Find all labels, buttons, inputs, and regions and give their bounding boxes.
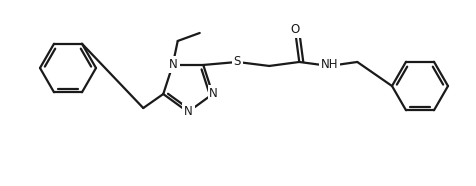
Text: NH: NH (320, 58, 338, 71)
Text: N: N (209, 87, 218, 100)
Text: N: N (184, 105, 193, 118)
Text: O: O (291, 23, 300, 36)
Text: S: S (234, 55, 241, 68)
Text: N: N (169, 58, 178, 71)
